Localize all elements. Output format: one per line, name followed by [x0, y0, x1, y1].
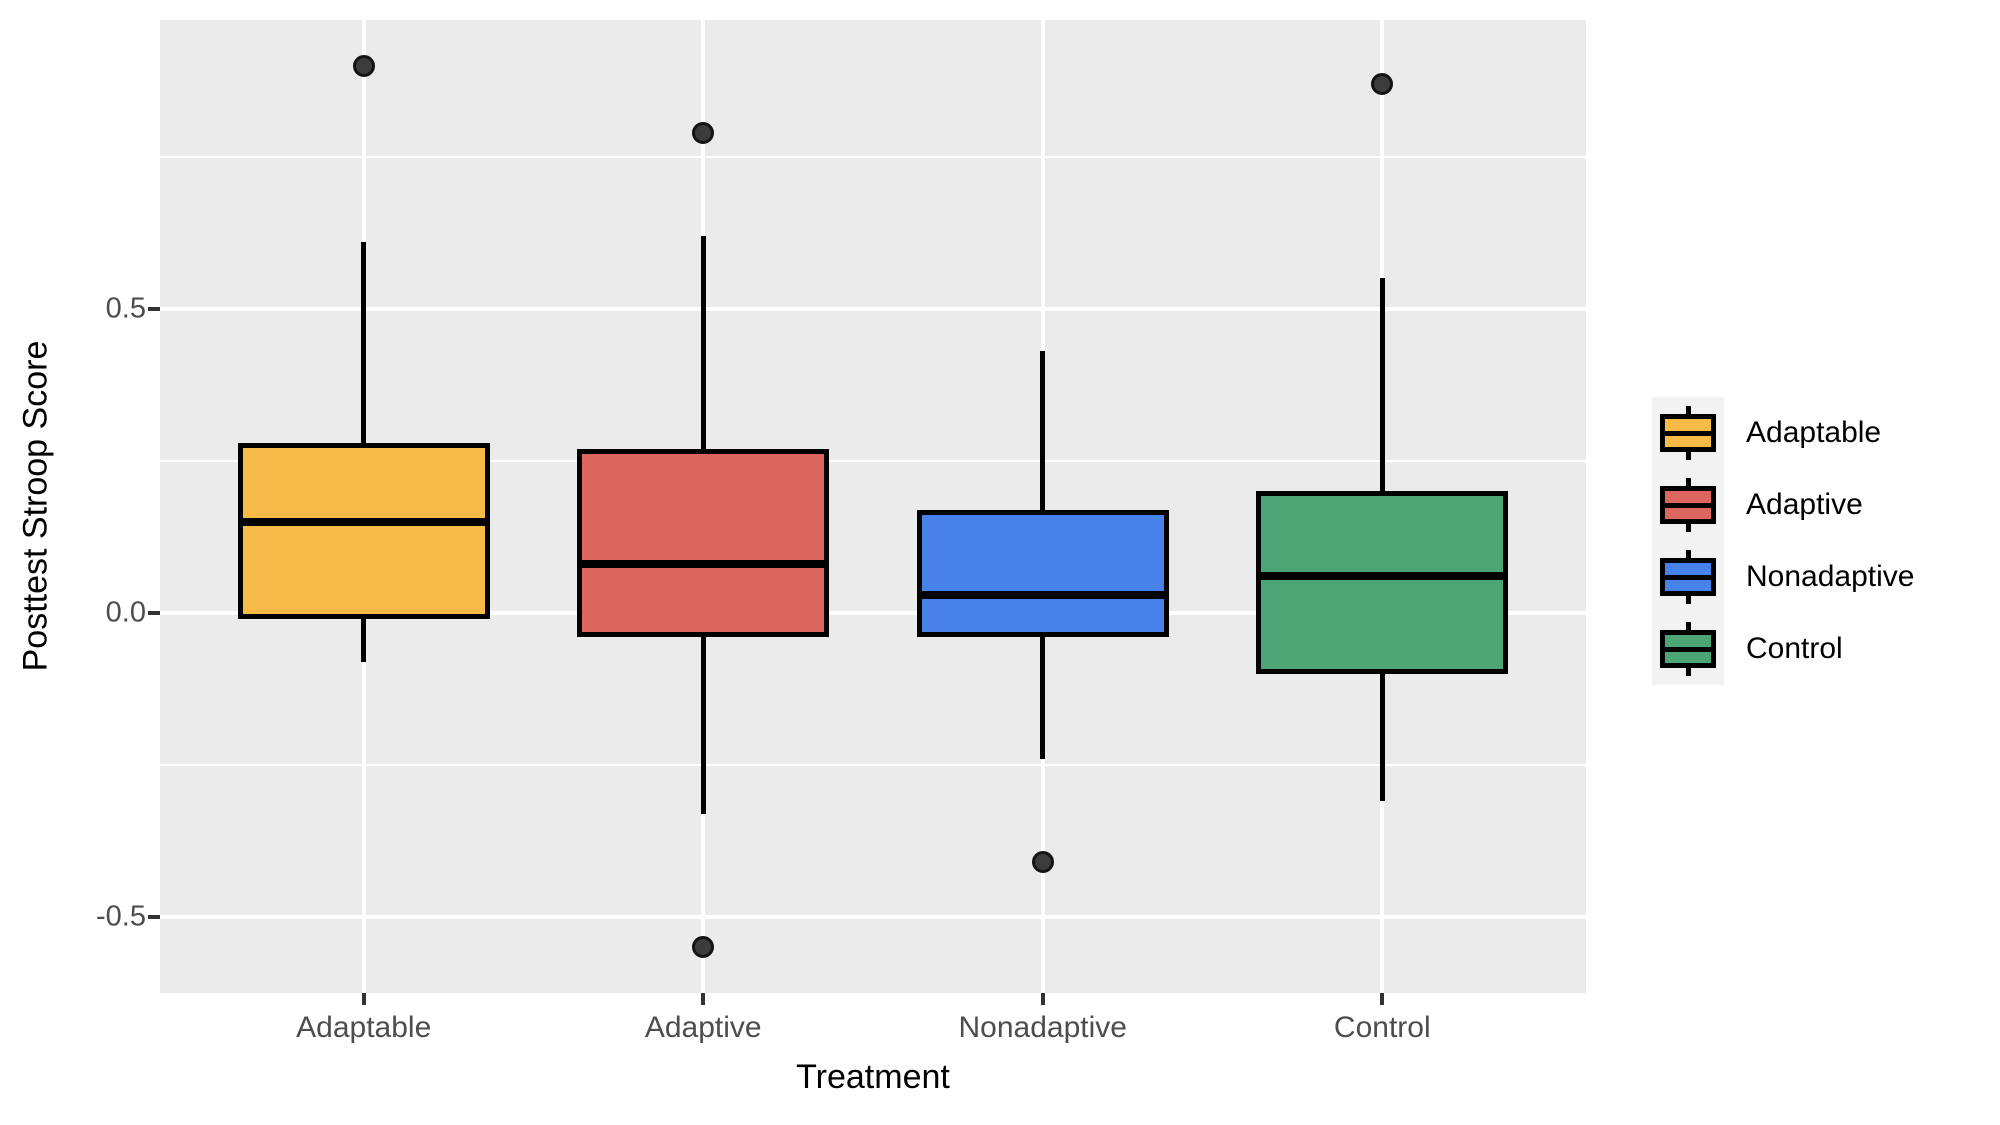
- legend-key-boxplot-icon: [1652, 397, 1724, 469]
- legend-label: Adaptable: [1746, 416, 1882, 449]
- legend-label: Adaptive: [1746, 488, 1863, 521]
- outlier-point: [1031, 851, 1054, 874]
- x-tick-label: Nonadaptive: [958, 1011, 1127, 1044]
- y-axis-title: Posttest Stroop Score: [16, 340, 55, 672]
- outlier-point: [692, 121, 715, 144]
- major-gridline: [160, 610, 1586, 615]
- outlier-point: [352, 54, 375, 77]
- boxplot-box: [577, 448, 830, 638]
- minor-gridline: [160, 459, 1586, 462]
- major-gridline: [160, 306, 1586, 311]
- legend-key-boxplot-icon: [1652, 469, 1724, 541]
- y-axis-tick: [148, 914, 160, 919]
- minor-gridline: [160, 155, 1586, 158]
- y-tick-label: 0.5: [105, 292, 146, 325]
- legend-key-median: [1665, 430, 1711, 436]
- x-tick-label: Control: [1333, 1011, 1431, 1044]
- outlier-point: [1371, 72, 1394, 95]
- legend-label: Nonadaptive: [1746, 560, 1915, 593]
- legend-item: Adaptable: [1652, 397, 1881, 469]
- boxplot-box: [237, 442, 490, 619]
- legend-key-median: [1665, 502, 1711, 508]
- y-axis-tick: [148, 610, 160, 615]
- x-axis-tick: [701, 993, 706, 1005]
- boxplot-median: [237, 517, 490, 526]
- boxplot-box: [1256, 491, 1509, 674]
- legend-item: Adaptive: [1652, 469, 1863, 541]
- legend-key-box: [1660, 414, 1716, 452]
- x-axis-tick: [1380, 993, 1385, 1005]
- legend-item: Control: [1652, 613, 1843, 685]
- major-gridline: [160, 914, 1586, 919]
- x-axis-tick: [1040, 993, 1045, 1005]
- y-tick-label: -0.5: [96, 900, 146, 933]
- y-axis-tick: [148, 306, 160, 311]
- outlier-point: [692, 936, 715, 959]
- boxplot-median: [1256, 572, 1509, 581]
- legend-key-box: [1660, 630, 1716, 668]
- legend-item: Nonadaptive: [1652, 541, 1914, 613]
- legend-key-box: [1660, 558, 1716, 596]
- boxplot-median: [916, 590, 1169, 599]
- legend-key-box: [1660, 486, 1716, 524]
- y-tick-label: 0.0: [105, 596, 146, 629]
- boxplot-box: [916, 509, 1169, 638]
- x-tick-label: Adaptive: [644, 1011, 762, 1044]
- minor-gridline: [160, 763, 1586, 766]
- boxplot-median: [577, 560, 830, 569]
- legend-key-median: [1665, 646, 1711, 652]
- legend-key-boxplot-icon: [1652, 613, 1724, 685]
- x-tick-label: Adaptable: [296, 1011, 432, 1044]
- x-axis-tick: [361, 993, 366, 1005]
- legend-key-boxplot-icon: [1652, 541, 1724, 613]
- legend-key-median: [1665, 574, 1711, 580]
- legend-label: Control: [1746, 632, 1843, 665]
- x-axis-title: Treatment: [796, 1058, 950, 1096]
